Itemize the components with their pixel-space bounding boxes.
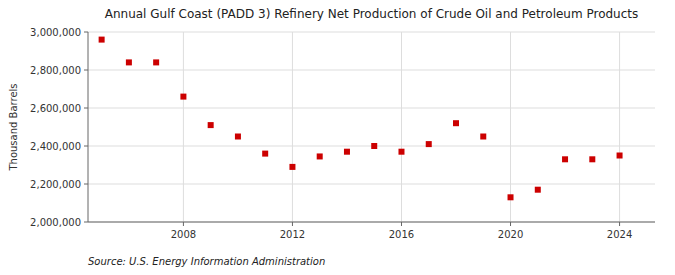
point (317, 153, 323, 159)
x-grid-line (183, 32, 184, 222)
axes: 2,000,000 2,200,000 2,400,000 2,600,000 2,80… (30, 27, 655, 241)
y-tick (84, 184, 88, 185)
y-tick (84, 146, 88, 147)
y-tick-label: 2,000,000 (30, 217, 81, 228)
point (126, 59, 132, 65)
chart: Annual Gulf Coast (PADD 3) Refinery Net … (0, 0, 675, 275)
y-tick (84, 108, 88, 109)
x-grid-line (401, 32, 402, 222)
y-tick (84, 32, 88, 33)
x-axis-line (88, 222, 655, 223)
x-tick-label: 2020 (498, 229, 523, 240)
x-tick (510, 222, 511, 226)
source: Source: U.S. Energy Information Administ… (88, 256, 325, 267)
x-tick (292, 222, 293, 226)
x-tick-label: 2008 (171, 229, 196, 240)
x-grid-line (510, 32, 511, 222)
y-tick (84, 222, 88, 223)
grid (88, 32, 655, 222)
points (99, 37, 623, 201)
y-grid-line (88, 108, 655, 109)
point (180, 94, 186, 100)
point (371, 143, 377, 149)
point (508, 194, 514, 200)
x-tick (619, 222, 620, 226)
point (235, 134, 241, 140)
point (535, 187, 541, 193)
y-grid-line (88, 70, 655, 71)
point (617, 153, 623, 159)
point (589, 156, 595, 162)
y-grid-line (88, 32, 655, 33)
x-tick-label: 2016 (389, 229, 414, 240)
x-tick (183, 222, 184, 226)
y-tick-label: 2,800,000 (30, 65, 81, 76)
x-tick (401, 222, 402, 226)
x-tick-label: 2012 (280, 229, 305, 240)
point (208, 122, 214, 128)
y-tick-label: 3,000,000 (30, 27, 81, 38)
point (480, 134, 486, 140)
y-tick-label: 2,600,000 (30, 103, 81, 114)
point (344, 149, 350, 155)
y-tick-label: 2,400,000 (30, 141, 81, 152)
x-grid-line (292, 32, 293, 222)
point (398, 149, 404, 155)
y-tick (84, 70, 88, 71)
y-axis-line (88, 32, 89, 222)
y-grid-line (88, 184, 655, 185)
x-tick-label: 2024 (607, 229, 632, 240)
point (426, 141, 432, 147)
point (453, 120, 459, 126)
point (289, 164, 295, 170)
x-grid-line (619, 32, 620, 222)
point (262, 151, 268, 157)
y-tick-label: 2,200,000 (30, 179, 81, 190)
y-axis-label: Thousand Barrels (8, 83, 19, 171)
title: Annual Gulf Coast (PADD 3) Refinery Net … (105, 7, 639, 21)
y-grid-line (88, 222, 655, 223)
point (562, 156, 568, 162)
point (99, 37, 105, 43)
point (153, 59, 159, 65)
